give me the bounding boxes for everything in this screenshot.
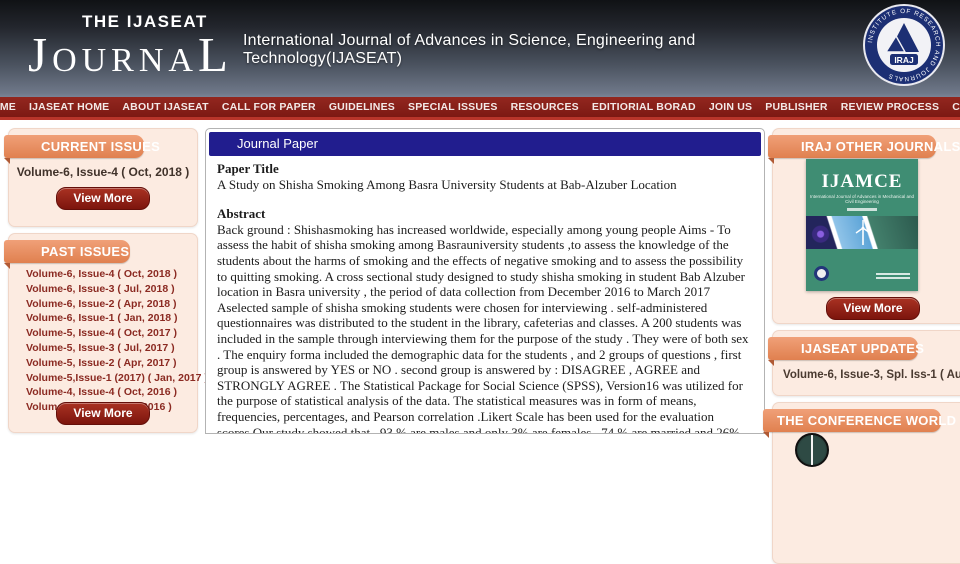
nav-item[interactable]: REVIEW PROCESS <box>840 101 940 113</box>
current-issues-header: CURRENT ISSUES <box>4 135 160 164</box>
cover-title: IJAMCE <box>821 171 903 192</box>
abstract-text: Back ground : Shishasmoking has increase… <box>217 221 749 434</box>
current-issues-box: CURRENT ISSUES Volume-6, Issue-4 ( Oct, … <box>4 128 198 227</box>
current-issue-label: Volume-6, Issue-4 ( Oct, 2018 ) <box>16 165 190 179</box>
updates-box: IJASEAT UPDATES Volume-6, Issue-3, Spl. … <box>768 330 960 396</box>
abstract-label: Abstract <box>217 206 266 222</box>
section-title-bar: Journal Paper <box>209 132 761 156</box>
globe-icon <box>795 433 829 467</box>
cover-photo-strip <box>806 216 918 249</box>
iraj-seal-icon: INSTITUTE OF RESEARCH AND JOURNALS IRAJ <box>863 4 945 86</box>
logo-line2: JournaL <box>28 27 233 82</box>
other-journals-box: IRAJ OTHER JOURNALS IJAMCE International… <box>768 128 960 324</box>
nav-item[interactable]: PUBLISHER <box>765 101 828 113</box>
cover-publisher-text <box>876 271 910 279</box>
past-issue-link[interactable]: Volume-6, Issue-1 ( Jan, 2018 ) <box>26 312 178 325</box>
journal-paper-panel: Journal Paper Paper Title A Study on Shi… <box>205 128 765 434</box>
nav-item[interactable]: SPECIAL ISSUES <box>408 101 498 113</box>
past-issue-link[interactable]: Volume-5, Issue-2 ( Apr, 2017 ) <box>26 356 177 369</box>
nav-item[interactable]: CALL FOR PAPER <box>221 101 316 113</box>
seal-label: IRAJ <box>894 55 914 65</box>
nav-item[interactable]: EDITIORIAL BORAD <box>591 101 696 113</box>
paper-title-label: Paper Title <box>217 161 279 176</box>
nav-item[interactable]: ABOUT IJASEAT <box>122 101 209 113</box>
main-nav: IRAJ HOME IJASEAT HOME ABOUT IJASEAT CALL F… <box>0 97 960 120</box>
other-journals-header: IRAJ OTHER JOURNALS <box>768 135 960 164</box>
nav-item[interactable]: RESOURCES <box>510 101 579 113</box>
logo-line1: THE IJASEAT <box>82 12 208 31</box>
paper-body: Paper Title A Study on Shisha Smoking Am… <box>209 156 761 434</box>
updates-issue-link[interactable]: Volume-6, Issue-3, Spl. Iss-1 ( Aug, 201… <box>783 369 960 381</box>
past-issues-view-more-button[interactable]: View More <box>56 402 150 425</box>
nav-item[interactable]: JOIN US <box>708 101 753 113</box>
current-issues-view-more-button[interactable]: View More <box>56 187 150 210</box>
site-logo[interactable]: THE IJASEAT JournaL <box>28 12 233 82</box>
nav-item[interactable]: CONTACT <box>952 101 960 113</box>
past-issue-link[interactable]: Volume-6, Issue-2 ( Apr, 2018 ) <box>26 297 177 310</box>
cover-subtitle: International Journal of Advances in Mec… <box>809 194 915 204</box>
paper-title: A Study on Shisha Smoking Among Basra Un… <box>217 176 677 192</box>
past-issue-link[interactable]: Volume-5,Issue-1 (2017) ( Jan, 2017 ) <box>26 371 208 384</box>
journal-cover-ijamce[interactable]: IJAMCE International Journal of Advances… <box>806 159 918 291</box>
journal-full-title: International Journal of Advances in Sci… <box>243 32 696 67</box>
cover-publisher-logo-icon <box>814 266 829 281</box>
nav-item[interactable]: IJASEAT HOME <box>29 101 110 113</box>
cover-volume-line <box>847 208 877 211</box>
past-issue-link[interactable]: Volume-5, Issue-3 ( Jul, 2017 ) <box>26 341 175 354</box>
past-issues-list: Volume-6, Issue-4 ( Oct, 2018 ) Volume-6,… <box>26 267 208 415</box>
wind-turbine-icon <box>855 220 871 245</box>
updates-header: IJASEAT UPDATES <box>768 337 924 366</box>
conference-world-box: THE CONFERENCE WORLD <box>763 402 960 564</box>
nav-item[interactable]: IRAJ HOME <box>0 101 16 113</box>
site-header: THE IJASEAT JournaL International Journa… <box>0 0 960 97</box>
page-content: CURRENT ISSUES Volume-6, Issue-4 ( Oct, … <box>0 120 960 564</box>
conference-world-header: THE CONFERENCE WORLD <box>763 409 956 438</box>
past-issue-link[interactable]: Volume-4, Issue-4 ( Oct, 2016 ) <box>26 386 177 399</box>
nav-item[interactable]: GUIDELINES <box>328 101 395 113</box>
past-issue-link[interactable]: Volume-6, Issue-3 ( Jul, 2018 ) <box>26 282 175 295</box>
past-issue-link[interactable]: Volume-5, Issue-4 ( Oct, 2017 ) <box>26 327 177 340</box>
other-journals-view-more-button[interactable]: View More <box>826 297 920 320</box>
past-issues-header: PAST ISSUES <box>4 240 130 269</box>
past-issues-box: PAST ISSUES Volume-6, Issue-4 ( Oct, 201… <box>4 233 208 433</box>
past-issue-link[interactable]: Volume-6, Issue-4 ( Oct, 2018 ) <box>26 268 177 280</box>
